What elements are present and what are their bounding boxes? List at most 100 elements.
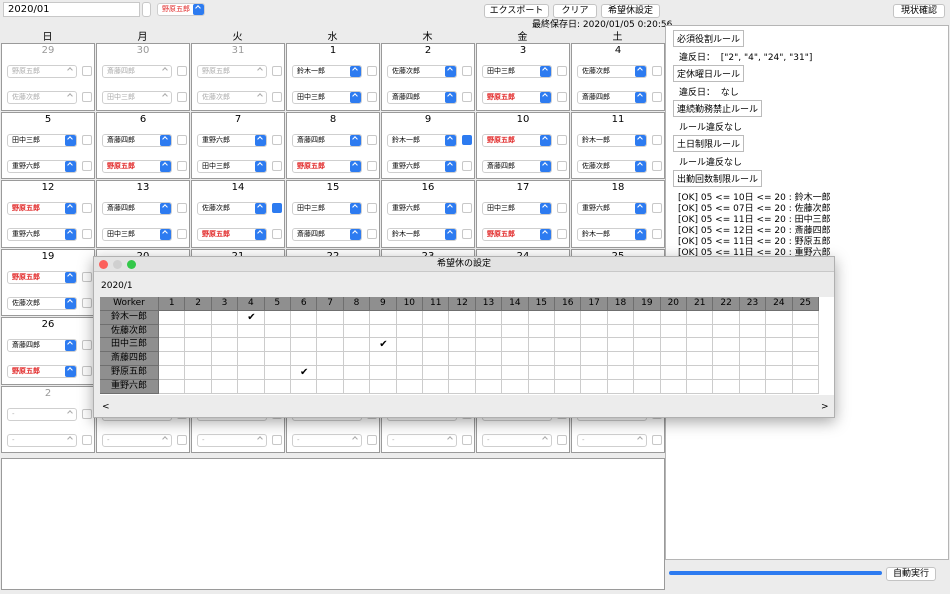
fixed-checkbox[interactable] <box>462 434 472 445</box>
shift-select[interactable]: 斎藤四郎 <box>102 65 172 78</box>
day-cell[interactable] <box>581 324 608 339</box>
day-cell[interactable] <box>343 338 371 353</box>
fixed-checkbox[interactable] <box>177 66 187 76</box>
shift-select[interactable]: 重野六郎 <box>387 159 457 173</box>
day-cell[interactable] <box>634 338 661 353</box>
day-cell[interactable] <box>792 310 819 325</box>
day-cell[interactable] <box>185 324 212 339</box>
shift-select[interactable]: 野原五郎 <box>7 202 77 215</box>
shift-select[interactable]: 野原五郎 <box>482 228 552 241</box>
close-button[interactable] <box>99 260 108 269</box>
fixed-checkbox[interactable] <box>272 134 282 145</box>
shift-select[interactable]: - <box>577 433 647 447</box>
day-cell[interactable] <box>634 379 661 394</box>
day-cell[interactable] <box>370 379 397 394</box>
fixed-checkbox[interactable] <box>652 229 662 239</box>
day-cell[interactable] <box>343 366 371 380</box>
shift-select[interactable]: 田中三郎 <box>7 133 77 147</box>
day-cell[interactable] <box>343 324 371 339</box>
shift-select[interactable]: 斎藤四郎 <box>292 133 362 147</box>
fixed-checkbox[interactable] <box>177 203 187 213</box>
day-cell[interactable] <box>502 379 529 394</box>
day-cell[interactable] <box>211 310 239 325</box>
day-cell[interactable] <box>634 366 661 380</box>
day-cell[interactable] <box>423 352 450 366</box>
shift-select[interactable]: 佐藤次郎 <box>197 202 267 215</box>
day-cell[interactable] <box>687 379 714 394</box>
day-cell[interactable] <box>581 366 608 380</box>
fixed-checkbox[interactable] <box>82 434 92 445</box>
day-cell[interactable] <box>238 352 265 366</box>
day-cell[interactable] <box>792 324 819 339</box>
day-cell[interactable] <box>396 366 423 380</box>
day-cell[interactable] <box>766 338 793 353</box>
shift-select[interactable]: 斎藤四郎 <box>482 159 552 173</box>
day-cell[interactable] <box>449 352 476 366</box>
day-cell[interactable] <box>555 324 582 339</box>
minimize-button[interactable] <box>113 260 122 269</box>
day-cell[interactable] <box>475 338 503 353</box>
month-input[interactable]: 2020/01 <box>3 2 140 17</box>
fixed-checkbox[interactable] <box>272 160 282 171</box>
day-cell[interactable] <box>634 324 661 339</box>
day-cell[interactable] <box>185 352 212 366</box>
day-cell[interactable] <box>687 324 714 339</box>
fixed-checkbox[interactable] <box>82 203 92 213</box>
fixed-checkbox[interactable] <box>367 160 377 171</box>
shift-select[interactable]: - <box>197 433 267 447</box>
day-cell[interactable] <box>713 366 740 380</box>
day-cell[interactable] <box>211 324 239 339</box>
shift-select[interactable]: 野原五郎 <box>197 65 267 78</box>
day-cell[interactable] <box>370 324 397 339</box>
fixed-checkbox[interactable] <box>557 203 567 213</box>
fixed-checkbox[interactable] <box>462 160 472 171</box>
fixed-checkbox[interactable] <box>557 160 567 171</box>
fixed-checkbox[interactable] <box>177 92 187 102</box>
scroll-right[interactable]: > <box>821 402 829 412</box>
day-cell[interactable] <box>211 366 239 380</box>
day-cell[interactable] <box>581 379 608 394</box>
day-cell[interactable] <box>396 324 423 339</box>
shift-select[interactable]: 野原五郎 <box>7 270 77 284</box>
day-cell[interactable] <box>343 352 371 366</box>
day-cell[interactable] <box>291 324 318 339</box>
day-cell[interactable] <box>502 324 529 339</box>
day-cell[interactable] <box>317 310 344 325</box>
day-cell[interactable] <box>370 366 397 380</box>
shift-select[interactable]: - <box>387 433 457 447</box>
day-cell[interactable] <box>449 379 476 394</box>
day-cell[interactable] <box>739 338 767 353</box>
fixed-checkbox[interactable] <box>367 434 377 445</box>
fixed-checkbox[interactable] <box>367 66 377 76</box>
shift-select[interactable]: 斎藤四郎 <box>102 133 172 147</box>
fixed-checkbox[interactable] <box>177 229 187 239</box>
day-cell[interactable] <box>423 379 450 394</box>
shift-select[interactable]: - <box>102 433 172 447</box>
fixed-checkbox[interactable] <box>557 92 567 102</box>
day-cell[interactable] <box>423 338 450 353</box>
day-cell[interactable] <box>528 338 555 353</box>
shift-select[interactable]: 田中三郎 <box>292 202 362 215</box>
day-cell[interactable] <box>528 352 555 366</box>
day-cell[interactable] <box>317 324 344 339</box>
day-cell[interactable] <box>449 310 476 325</box>
day-cell[interactable] <box>528 324 555 339</box>
day-cell[interactable] <box>159 352 186 366</box>
day-cell[interactable] <box>739 310 767 325</box>
day-cell[interactable] <box>660 352 687 366</box>
day-cell[interactable] <box>396 338 423 353</box>
fixed-checkbox[interactable] <box>557 434 567 445</box>
shift-select[interactable]: - <box>7 433 77 447</box>
day-cell[interactable] <box>238 338 265 353</box>
day-cell[interactable] <box>185 310 212 325</box>
shift-select[interactable]: 野原五郎 <box>482 91 552 104</box>
fixed-checkbox[interactable] <box>82 66 92 76</box>
day-cell[interactable] <box>555 352 582 366</box>
shift-select[interactable]: 野原五郎 <box>197 228 267 241</box>
shift-select[interactable]: 佐藤次郎 <box>577 159 647 173</box>
day-cell[interactable] <box>475 310 503 325</box>
day-cell[interactable] <box>211 338 239 353</box>
day-cell[interactable] <box>766 310 793 325</box>
shift-select[interactable]: - <box>292 433 362 447</box>
fixed-checkbox[interactable] <box>82 229 92 239</box>
